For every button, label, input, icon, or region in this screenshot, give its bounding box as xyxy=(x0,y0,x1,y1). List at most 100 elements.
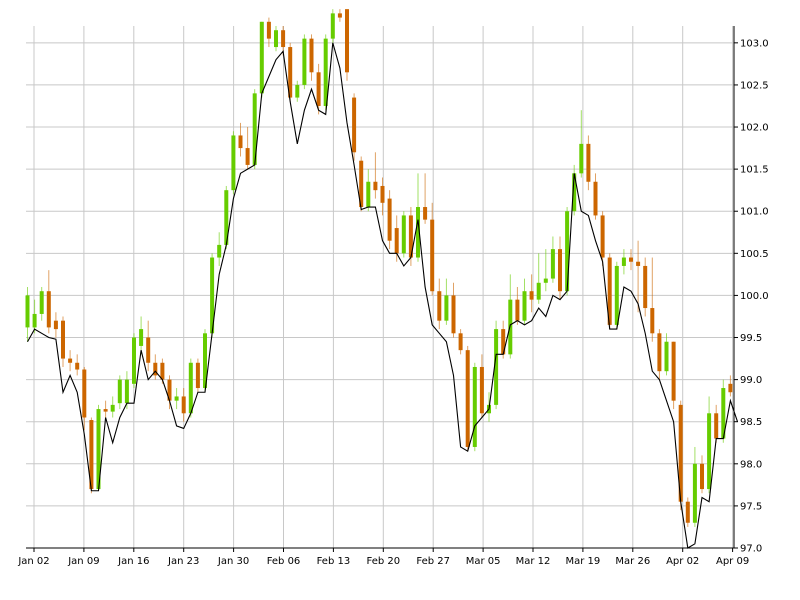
candle-body xyxy=(529,291,534,300)
y-tick-label: 98.5 xyxy=(740,417,762,428)
candle-body xyxy=(174,396,179,401)
candle-body xyxy=(600,215,605,258)
y-tick-label: 101.0 xyxy=(740,207,769,218)
x-tick-label: Apr 02 xyxy=(666,556,699,567)
candle-body xyxy=(139,329,144,346)
candle-body xyxy=(39,291,44,314)
candle-body xyxy=(579,143,584,174)
candle-body xyxy=(707,413,712,490)
candle-body xyxy=(103,409,108,412)
candle-body xyxy=(373,181,378,191)
x-tick-label: Apr 09 xyxy=(716,556,749,567)
candle-body xyxy=(614,265,619,325)
candle-body xyxy=(352,97,357,153)
candle-body xyxy=(472,366,477,447)
candle-body xyxy=(416,207,420,258)
candle-body xyxy=(25,295,30,328)
x-tick-label: Jan 09 xyxy=(67,556,99,567)
y-tick-label: 101.5 xyxy=(740,165,769,176)
candle-body xyxy=(558,249,562,292)
candle-body xyxy=(458,333,463,351)
candle-body xyxy=(451,295,456,334)
candle-body xyxy=(89,420,94,490)
candle-body xyxy=(501,329,506,355)
y-tick-label: 99.0 xyxy=(740,375,762,386)
candle-body xyxy=(224,190,229,245)
close-line-layer xyxy=(27,42,739,549)
candle-body xyxy=(330,13,335,39)
y-tick-label: 103.0 xyxy=(740,38,769,49)
candle-body xyxy=(46,291,51,328)
candle-body xyxy=(217,244,222,258)
candle-body xyxy=(281,30,286,48)
y-tick-label: 100.5 xyxy=(740,249,769,260)
candle-body xyxy=(387,198,392,241)
y-tick-label: 99.5 xyxy=(740,333,762,344)
candle-body xyxy=(181,396,186,414)
x-tick-label: Jan 16 xyxy=(117,556,149,567)
candle-body xyxy=(274,30,278,48)
candle-body xyxy=(366,181,371,208)
x-tick-label: Feb 13 xyxy=(317,556,351,567)
x-tick-label: Feb 27 xyxy=(416,556,450,567)
candle-body xyxy=(423,207,428,220)
y-tick-label: 98.0 xyxy=(740,459,762,470)
candle-body xyxy=(153,362,158,376)
candle-body xyxy=(68,358,73,363)
candle-body xyxy=(721,388,726,439)
candle-body xyxy=(203,333,207,389)
x-tick-label: Mar 19 xyxy=(566,556,601,567)
x-tick-label: Mar 12 xyxy=(516,556,551,567)
candle-body xyxy=(252,93,257,165)
candle-body xyxy=(685,501,690,523)
y-tick-label: 97.5 xyxy=(740,501,762,512)
candle-body xyxy=(61,320,65,359)
candle-body xyxy=(536,282,541,300)
candle-body xyxy=(75,362,80,370)
candle-body xyxy=(515,299,520,321)
x-tick-label: Feb 20 xyxy=(366,556,400,567)
candle-body xyxy=(401,215,406,254)
x-tick-label: Mar 05 xyxy=(466,556,501,567)
candle-body xyxy=(53,320,58,330)
candle-body xyxy=(394,228,399,254)
candle-body xyxy=(146,337,151,363)
candle-body xyxy=(444,295,449,321)
candle-body xyxy=(295,84,300,98)
candle-body xyxy=(195,362,200,389)
candle-body xyxy=(82,369,87,418)
close-price-line xyxy=(27,42,739,549)
candle-body xyxy=(359,160,364,208)
axes: 97.0 97.5 98.0 98.5 99.0 99.5 100.0 100.5 101.0 1… xyxy=(17,26,769,567)
candle-body xyxy=(132,337,136,384)
y-tick-label: 100.0 xyxy=(740,291,769,302)
candle-body xyxy=(32,313,37,328)
candle-body xyxy=(621,257,626,266)
grid xyxy=(26,26,734,549)
candle-body xyxy=(167,379,172,401)
x-tick-label: Feb 06 xyxy=(267,556,301,567)
candle-body xyxy=(231,135,236,191)
candle-body xyxy=(714,413,719,439)
candle-body xyxy=(671,341,676,401)
candle-body xyxy=(479,366,484,414)
candle-body xyxy=(650,308,655,334)
candle-body xyxy=(636,261,641,266)
candle-body xyxy=(288,47,293,98)
candle-body xyxy=(160,362,165,380)
candle-body xyxy=(572,173,577,212)
candle-body xyxy=(245,148,250,165)
candle-body xyxy=(565,211,570,292)
x-tick-label: Mar 26 xyxy=(615,556,650,567)
candle-body xyxy=(657,333,662,372)
candle-body xyxy=(629,257,633,262)
candle-body xyxy=(437,291,442,321)
candle-body xyxy=(345,9,349,73)
candle-body xyxy=(465,350,470,447)
candle-body xyxy=(522,291,527,321)
x-tick-label: Jan 30 xyxy=(217,556,249,567)
candle-body xyxy=(188,362,193,414)
candle-body xyxy=(259,21,264,94)
candle-body xyxy=(266,21,271,39)
